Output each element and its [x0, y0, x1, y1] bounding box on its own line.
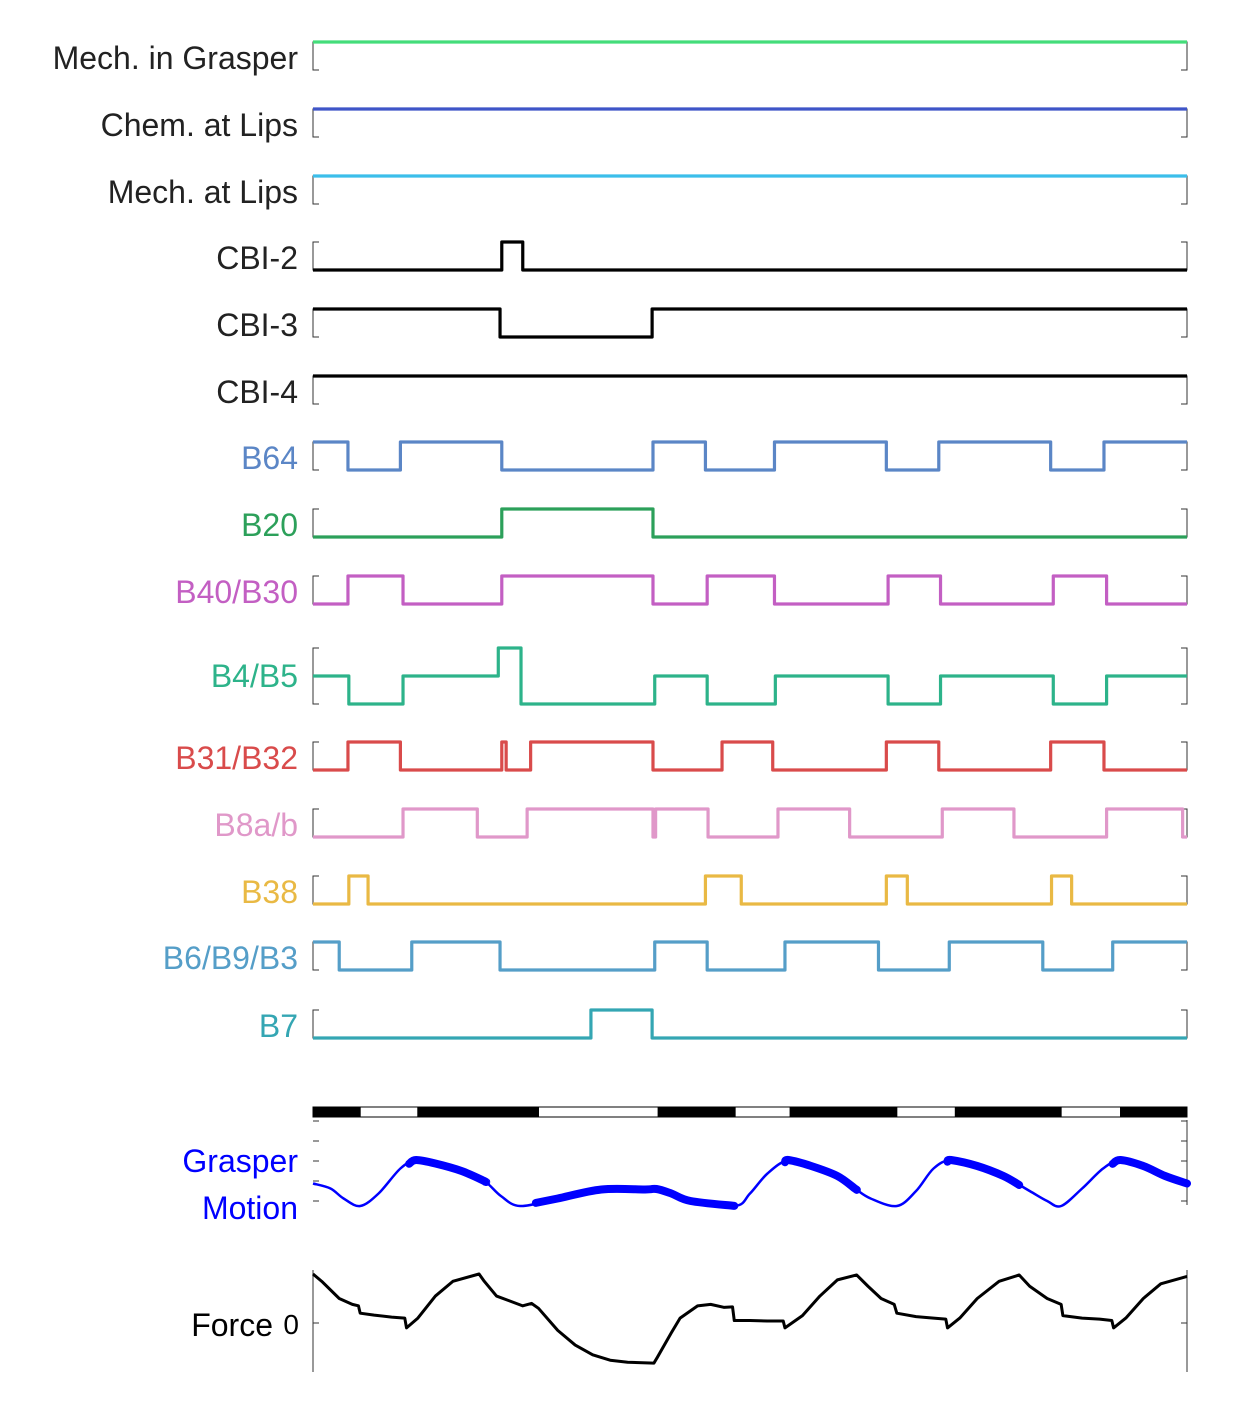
trace-axis-brackets-b20	[312, 508, 1188, 538]
grasper-motion-thick-segment	[780, 1155, 861, 1194]
trace-label-mech-in-grasper: Mech. in Grasper	[53, 40, 299, 76]
trace-axis-brackets-b8a-b	[312, 808, 1188, 838]
trace-axis-brackets-b64	[312, 441, 1188, 471]
trace-b7: B7	[259, 1008, 1188, 1044]
trace-axis-brackets-chem-at-lips	[312, 108, 1188, 138]
trace-label-b8a-b: B8a/b	[214, 807, 298, 843]
trace-label-b64: B64	[241, 440, 298, 476]
trace-b6-b9-b3: B6/B9/B3	[163, 940, 1188, 976]
grasper-motion-label-line1: Grasper	[182, 1143, 298, 1179]
grasper-motion-thick-segment	[1108, 1155, 1191, 1188]
trace-b40-b30: B40/B30	[175, 574, 1188, 610]
trace-label-cbi-4: CBI-4	[216, 374, 298, 410]
force-label: Force	[191, 1307, 273, 1343]
trace-line-b31-b32	[313, 740, 1187, 772]
phase-bar-segment-white	[537, 1106, 659, 1118]
trace-label-b7: B7	[259, 1008, 298, 1044]
grasper-motion-label-line2: Motion	[202, 1190, 298, 1226]
trace-axis-brackets-b7	[312, 1009, 1188, 1039]
trace-line-b6-b9-b3	[313, 940, 1187, 972]
force-panel: Force 0	[191, 1270, 1188, 1372]
trace-axis-brackets-b31-b32	[312, 741, 1188, 771]
trace-label-b40-b30: B40/B30	[175, 574, 298, 610]
trace-axis-brackets-cbi-4	[312, 375, 1188, 405]
trace-axis-brackets-cbi-3	[312, 308, 1188, 338]
trace-line-cbi-2	[313, 240, 1187, 272]
trace-b4-b5: B4/B5	[211, 646, 1188, 706]
grasper-motion-thick-segment	[405, 1156, 491, 1187]
trace-label-chem-at-lips: Chem. at Lips	[101, 107, 298, 143]
phase-bar-segment-white	[896, 1106, 956, 1118]
grasper-motion-thick-segment	[943, 1155, 1024, 1189]
trace-axis-brackets-mech-at-lips	[312, 175, 1188, 205]
trace-line-b20	[313, 507, 1187, 539]
phase-bar-segment-white	[359, 1106, 419, 1118]
force-zero-tick-label: 0	[283, 1309, 299, 1340]
phase-bar-segment-white	[1060, 1106, 1122, 1118]
trace-cbi-2: CBI-2	[216, 240, 1188, 276]
phase-bar-segment-black	[312, 1106, 361, 1118]
trace-b64: B64	[241, 440, 1188, 476]
trace-axis-brackets-mech-in-grasper	[312, 41, 1188, 71]
trace-label-b6-b9-b3: B6/B9/B3	[163, 940, 298, 976]
force-line	[312, 1272, 1188, 1365]
trace-label-b4-b5: B4/B5	[211, 658, 298, 694]
binary-traces: Mech. in Grasper Chem. at Lips Mech. at Li…	[53, 40, 1188, 1044]
trace-mech-at-lips: Mech. at Lips	[108, 174, 1188, 210]
trace-line-b40-b30	[313, 574, 1187, 606]
phase-bar	[312, 1106, 1188, 1118]
trace-label-cbi-3: CBI-3	[216, 307, 298, 343]
phase-bar-segment-black	[789, 1106, 898, 1118]
phase-bar-segment-black	[417, 1106, 539, 1118]
trace-label-mech-at-lips: Mech. at Lips	[108, 174, 298, 210]
trace-line-b4-b5	[313, 646, 1187, 706]
grasper-motion-thick-segment	[531, 1184, 739, 1210]
trace-b20: B20	[241, 507, 1188, 543]
trace-b31-b32: B31/B32	[175, 740, 1188, 776]
trace-line-b38	[313, 874, 1187, 906]
trace-chem-at-lips: Chem. at Lips	[101, 107, 1188, 143]
trace-axis-brackets-cbi-2	[312, 241, 1188, 271]
trace-b8a-b: B8a/b	[214, 807, 1188, 843]
trace-axis-brackets-b40-b30	[312, 575, 1188, 605]
trace-label-cbi-2: CBI-2	[216, 240, 298, 276]
phase-bar-segment-black	[657, 1106, 736, 1118]
grasper-motion-panel: Grasper Motion	[182, 1120, 1191, 1226]
trace-label-b31-b32: B31/B32	[175, 740, 298, 776]
trace-axis-brackets-b6-b9-b3	[312, 941, 1188, 971]
phase-bar-segment-black	[954, 1106, 1062, 1118]
phase-bar-segment-white	[734, 1106, 791, 1118]
trace-mech-in-grasper: Mech. in Grasper	[53, 40, 1188, 76]
trace-line-b8a-b	[313, 807, 1187, 839]
phase-bar-segment-black	[1120, 1106, 1188, 1118]
trace-line-b7	[313, 1008, 1187, 1040]
trace-axis-brackets-b38	[312, 875, 1188, 905]
trace-label-b20: B20	[241, 507, 298, 543]
trace-line-b64	[313, 440, 1187, 472]
trace-b38: B38	[241, 874, 1188, 910]
trace-cbi-3: CBI-3	[216, 307, 1188, 343]
trace-line-cbi-3	[313, 307, 1187, 339]
trace-label-b38: B38	[241, 874, 298, 910]
trace-cbi-4: CBI-4	[216, 374, 1188, 410]
